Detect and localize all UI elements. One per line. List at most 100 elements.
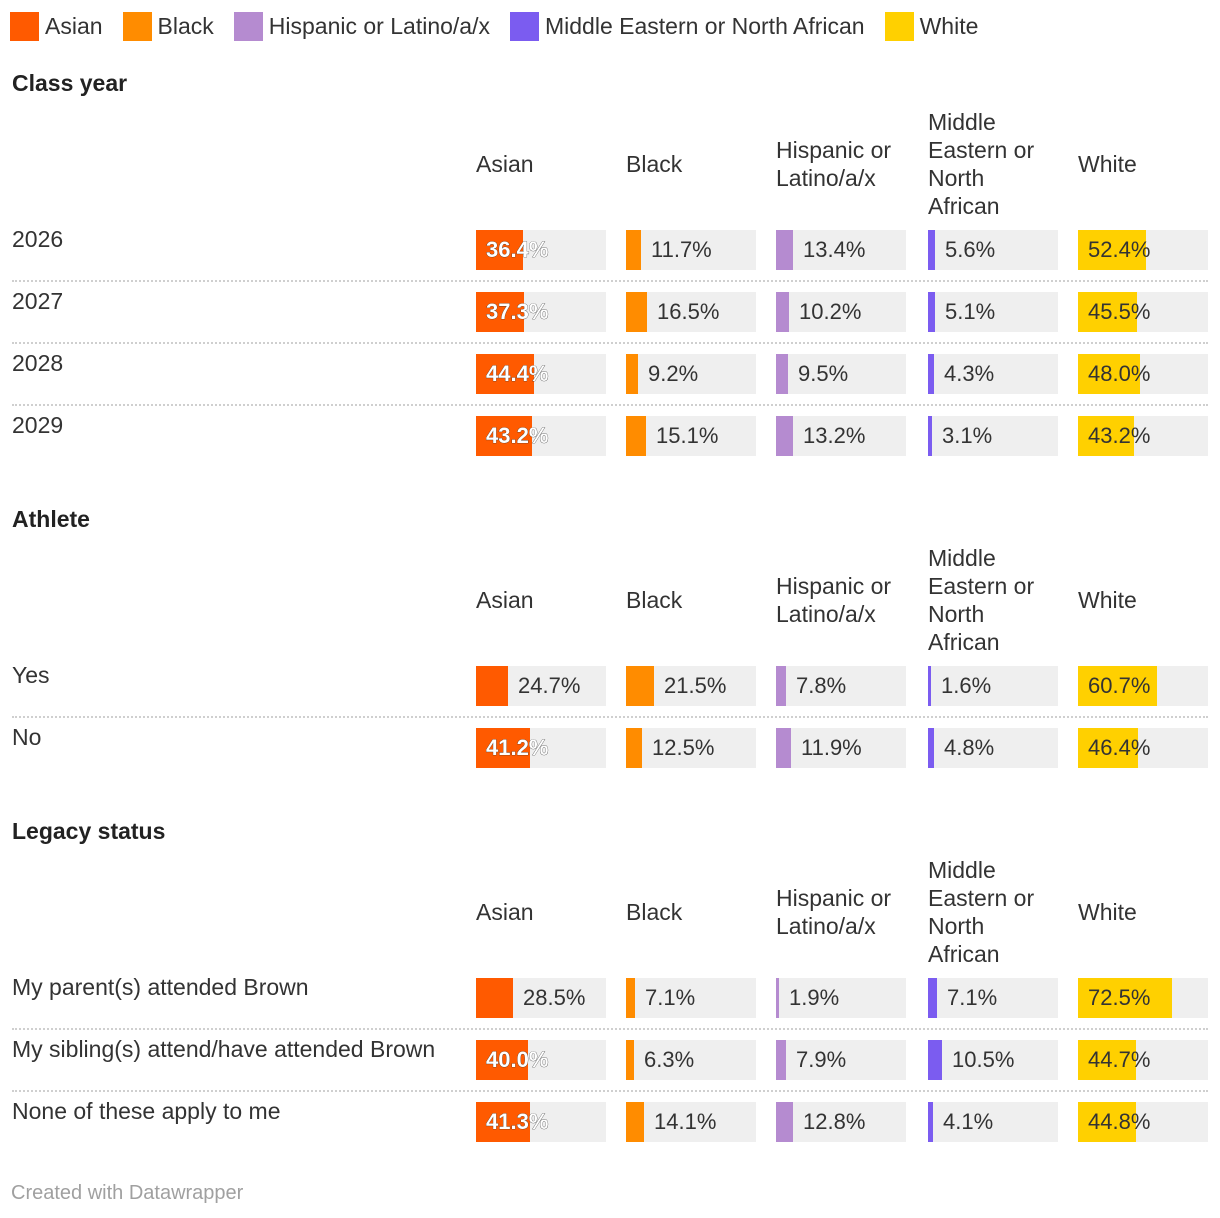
bar xyxy=(1078,1102,1136,1142)
bar-cell: 44.8% xyxy=(1078,1102,1208,1142)
bar xyxy=(476,1040,528,1080)
data-label: 36.4% xyxy=(486,237,549,263)
column-header: Asian xyxy=(476,150,606,178)
data-label: 4.1% xyxy=(943,1109,994,1134)
legend-swatch xyxy=(122,12,152,41)
bar xyxy=(928,666,931,706)
bar-cell: 1.9% xyxy=(776,978,906,1018)
bar-cell: 48.0% xyxy=(1078,354,1208,394)
column-header: White xyxy=(1078,150,1208,178)
bar xyxy=(928,1040,942,1080)
data-label: 10.5% xyxy=(952,1047,1015,1072)
bar-cell: 6.3% xyxy=(626,1040,756,1080)
bar-cell: 36.4% xyxy=(476,230,606,270)
bar-cell: 28.5% xyxy=(476,978,606,1018)
column-header-line: Black xyxy=(626,151,683,177)
section-title: Athlete xyxy=(12,506,90,532)
bar xyxy=(476,978,513,1018)
row-separator xyxy=(12,1090,1208,1092)
bar xyxy=(1078,666,1157,706)
data-label: 5.1% xyxy=(945,299,996,324)
bar-cell: 43.2% xyxy=(1078,416,1208,456)
data-label: 43.2% xyxy=(1088,423,1151,448)
bar-cell: 5.1% xyxy=(928,292,1058,332)
bar-cell: 7.1% xyxy=(626,978,756,1018)
legend-label: Black xyxy=(157,13,214,39)
bar-cell: 41.3% xyxy=(476,1102,606,1142)
section-legacy-status: Legacy status Asian Black Hispanic or Latino… xyxy=(0,818,1220,1144)
bar-cell: 72.5% xyxy=(1078,978,1208,1018)
legend-swatch xyxy=(884,12,914,41)
data-label: 44.7% xyxy=(1088,1047,1151,1072)
bar-cell: 14.1% xyxy=(626,1102,756,1142)
bar-cell: 52.4% xyxy=(1078,230,1208,270)
legend-item: Asian xyxy=(10,12,103,41)
data-label: 12.5% xyxy=(652,735,715,760)
bar-cell: 7.9% xyxy=(776,1040,906,1080)
bar xyxy=(928,230,935,270)
bar-cell: 12.5% xyxy=(626,728,756,768)
column-header-line: Latino/a/x xyxy=(776,601,876,627)
column-header-line: Asian xyxy=(476,899,534,925)
bar xyxy=(776,354,788,394)
data-label: 60.7% xyxy=(1088,673,1151,698)
bar xyxy=(626,1040,634,1080)
bar-cell: 16.5% xyxy=(626,292,756,332)
section-title: Legacy status xyxy=(12,818,166,844)
data-label: 12.8% xyxy=(803,1109,866,1134)
column-header: White xyxy=(1078,898,1208,926)
bar xyxy=(626,230,641,270)
bar-cell: 46.4% xyxy=(1078,728,1208,768)
column-header: Asian xyxy=(476,586,606,614)
footer-credit: Created with Datawrapper xyxy=(11,1182,244,1204)
bar-cell: 41.2% xyxy=(476,728,606,768)
data-label: 1.6% xyxy=(941,673,992,698)
bar xyxy=(928,292,935,332)
data-label: 13.2% xyxy=(803,423,866,448)
row-label: No xyxy=(12,724,42,750)
row-separator xyxy=(12,1028,1208,1030)
column-header-line: North xyxy=(928,601,985,627)
bar xyxy=(1078,292,1137,332)
bar xyxy=(626,416,646,456)
bar xyxy=(476,1102,530,1142)
data-label: 44.8% xyxy=(1088,1109,1151,1134)
column-header: Middle Eastern or North African xyxy=(928,544,1058,656)
bar-cell: 13.4% xyxy=(776,230,906,270)
data-label: 7.1% xyxy=(947,985,998,1010)
section-athlete: Athlete Asian Black Hispanic or Latino/a/x Mi… xyxy=(0,506,1220,770)
data-label: 9.2% xyxy=(648,361,699,386)
column-header: White xyxy=(1078,586,1208,614)
data-label: 45.5% xyxy=(1088,299,1151,324)
section-class-year: Class year Asian Black Hispanic or Latino/a/… xyxy=(0,70,1220,458)
data-label: 1.9% xyxy=(789,985,840,1010)
column-header-line: African xyxy=(928,629,1000,655)
data-label: 7.9% xyxy=(796,1047,847,1072)
bar xyxy=(928,354,934,394)
column-header-line: North xyxy=(928,913,985,939)
legend-item: White xyxy=(884,12,979,41)
bar-cell: 9.2% xyxy=(626,354,756,394)
column-header: Middle Eastern or North African xyxy=(928,856,1058,968)
bar xyxy=(1078,230,1146,270)
column-header-line: Hispanic or xyxy=(776,137,892,163)
column-header-line: African xyxy=(928,941,1000,967)
bar xyxy=(928,978,937,1018)
data-label: 7.8% xyxy=(796,673,847,698)
bar-cell: 9.5% xyxy=(776,354,906,394)
bar-cell: 11.9% xyxy=(776,728,906,768)
data-label: 43.2% xyxy=(486,423,549,449)
bar-cell: 3.1% xyxy=(928,416,1058,456)
legend-label: White xyxy=(919,13,979,39)
bar-cell: 5.6% xyxy=(928,230,1058,270)
bar xyxy=(776,666,786,706)
column-header-line: Asian xyxy=(476,587,534,613)
bar xyxy=(476,292,524,332)
column-header-line: African xyxy=(928,193,1000,219)
data-label: 41.3% xyxy=(486,1109,549,1135)
row-separator xyxy=(12,716,1208,718)
column-header-line: White xyxy=(1078,151,1137,177)
section-title: Class year xyxy=(12,70,128,96)
row-label: 2029 xyxy=(12,412,64,438)
bar xyxy=(1078,354,1140,394)
